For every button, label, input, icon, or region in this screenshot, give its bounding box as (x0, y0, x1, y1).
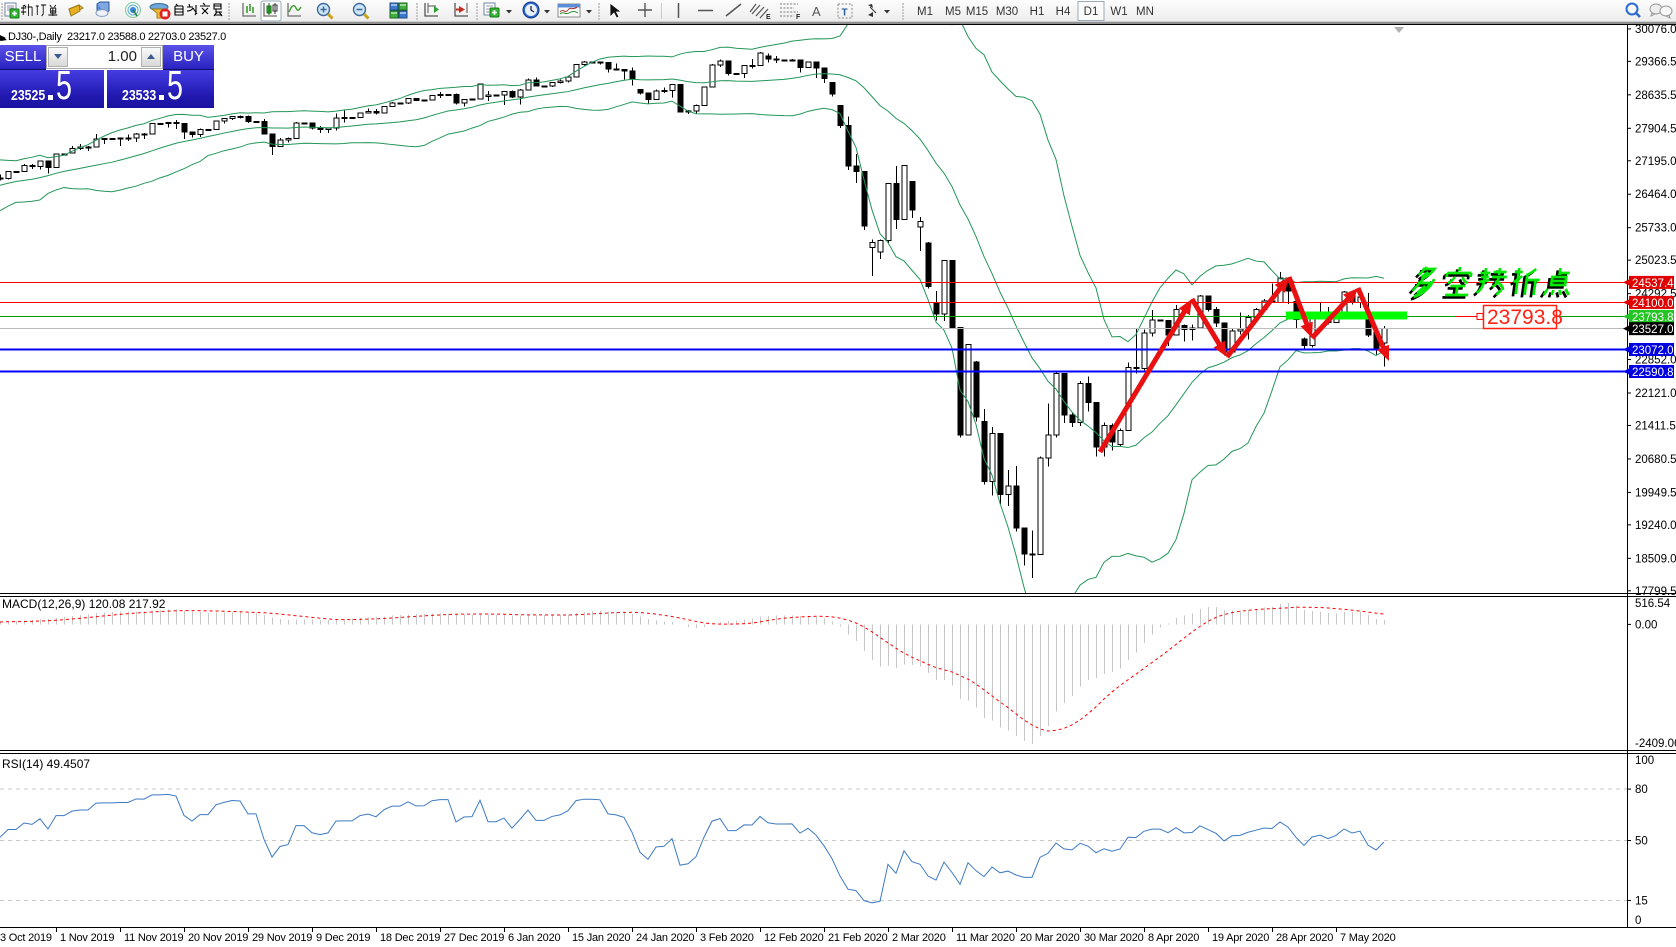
svg-text:30076.0: 30076.0 (1635, 24, 1676, 36)
svg-text:F: F (796, 14, 801, 21)
svg-text:100: 100 (1635, 755, 1654, 767)
svg-text:H4: H4 (1056, 6, 1071, 18)
svg-text:22852.0: 22852.0 (1635, 355, 1676, 367)
svg-text:RSI(14) 49.4507: RSI(14) 49.4507 (2, 757, 90, 771)
svg-text:516.54: 516.54 (1635, 598, 1671, 610)
svg-text:20680.5: 20680.5 (1635, 454, 1676, 466)
svg-text:30 Mar 2020: 30 Mar 2020 (1084, 932, 1144, 944)
svg-text:0: 0 (1635, 915, 1641, 927)
svg-text:A: A (812, 4, 821, 19)
svg-text:15 Jan 2020: 15 Jan 2020 (572, 932, 630, 944)
svg-text:28 Apr 2020: 28 Apr 2020 (1276, 932, 1333, 944)
svg-text:21 Feb 2020: 21 Feb 2020 (828, 932, 888, 944)
svg-text:6 Jan 2020: 6 Jan 2020 (508, 932, 561, 944)
svg-text:26464.0: 26464.0 (1635, 189, 1676, 201)
svg-text:19949.5: 19949.5 (1635, 487, 1676, 499)
svg-text:MACD(12,26,9) 120.08 217.92: MACD(12,26,9) 120.08 217.92 (2, 597, 166, 611)
svg-text:21411.5: 21411.5 (1635, 420, 1676, 432)
svg-text:24 Jan 2020: 24 Jan 2020 (636, 932, 694, 944)
svg-text:3 Oct 2019: 3 Oct 2019 (0, 932, 52, 944)
svg-text:50: 50 (1635, 836, 1648, 848)
svg-text:M15: M15 (966, 6, 988, 18)
svg-text:E: E (766, 14, 771, 21)
svg-text:27904.5: 27904.5 (1635, 123, 1676, 135)
svg-text:M5: M5 (945, 6, 961, 18)
svg-text:3 Feb 2020: 3 Feb 2020 (700, 932, 754, 944)
svg-text:18509.0: 18509.0 (1635, 553, 1676, 565)
svg-text:29 Nov 2019: 29 Nov 2019 (252, 932, 312, 944)
svg-text:19 Apr 2020: 19 Apr 2020 (1212, 932, 1269, 944)
svg-text:-2409.06: -2409.06 (1635, 738, 1676, 750)
svg-text:20 Nov 2019: 20 Nov 2019 (188, 932, 248, 944)
svg-text:7 May 2020: 7 May 2020 (1340, 932, 1396, 944)
svg-text:18 Dec 2019: 18 Dec 2019 (380, 932, 440, 944)
svg-text:D1: D1 (1084, 6, 1099, 18)
svg-text:23793.8: 23793.8 (1632, 312, 1674, 324)
svg-text:17799.5: 17799.5 (1635, 586, 1676, 598)
svg-text:24537.4: 24537.4 (1632, 278, 1674, 290)
svg-text:22590.8: 22590.8 (1632, 367, 1674, 379)
svg-text:1 Nov 2019: 1 Nov 2019 (60, 932, 114, 944)
svg-text:M1: M1 (917, 6, 933, 18)
svg-text:23527.0: 23527.0 (1632, 324, 1674, 336)
svg-text:27 Dec 2019: 27 Dec 2019 (444, 932, 504, 944)
svg-text:2 Mar 2020: 2 Mar 2020 (892, 932, 946, 944)
svg-text:H1: H1 (1030, 6, 1045, 18)
svg-text:80: 80 (1635, 784, 1648, 796)
svg-text:9 Dec 2019: 9 Dec 2019 (316, 932, 370, 944)
svg-text:15: 15 (1635, 895, 1648, 907)
svg-text:23793.8: 23793.8 (1487, 306, 1563, 329)
svg-text:12 Feb 2020: 12 Feb 2020 (764, 932, 824, 944)
svg-text:19240.0: 19240.0 (1635, 520, 1676, 532)
svg-text:8 Apr 2020: 8 Apr 2020 (1148, 932, 1199, 944)
svg-text:M30: M30 (996, 6, 1018, 18)
svg-text:T: T (842, 8, 848, 19)
svg-text:0.00: 0.00 (1635, 619, 1657, 631)
svg-text:24100.0: 24100.0 (1632, 298, 1674, 310)
svg-text:11 Mar 2020: 11 Mar 2020 (956, 932, 1015, 944)
svg-text:11 Nov 2019: 11 Nov 2019 (124, 932, 183, 944)
svg-text:25733.0: 25733.0 (1635, 223, 1676, 235)
svg-text:MN: MN (1136, 6, 1154, 18)
svg-text:23072.0: 23072.0 (1632, 345, 1674, 357)
svg-text:W1: W1 (1110, 6, 1127, 18)
svg-text:27195.0: 27195.0 (1635, 156, 1676, 168)
svg-text:20 Mar 2020: 20 Mar 2020 (1020, 932, 1080, 944)
svg-text:29366.5: 29366.5 (1635, 56, 1676, 68)
svg-text:22121.0: 22121.0 (1635, 388, 1676, 400)
svg-text:25023.5: 25023.5 (1635, 255, 1676, 267)
svg-text:28635.5: 28635.5 (1635, 90, 1676, 102)
